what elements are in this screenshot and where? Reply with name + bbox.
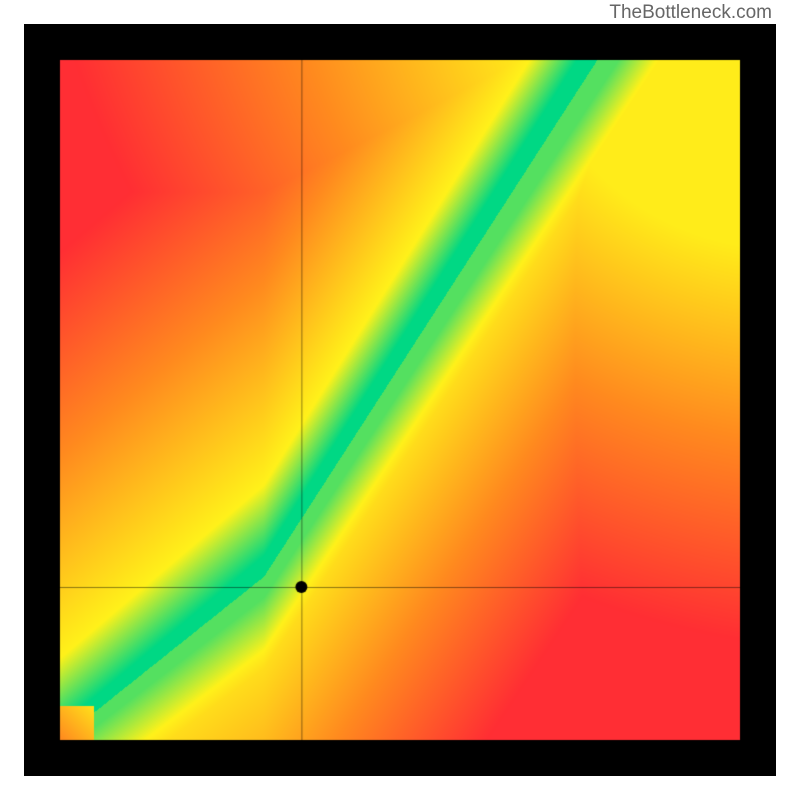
watermark-label: TheBottleneck.com xyxy=(609,2,772,24)
heatmap-canvas xyxy=(24,24,776,776)
chart-border xyxy=(24,24,776,776)
heatmap-container: TheBottleneck.com xyxy=(0,0,800,800)
